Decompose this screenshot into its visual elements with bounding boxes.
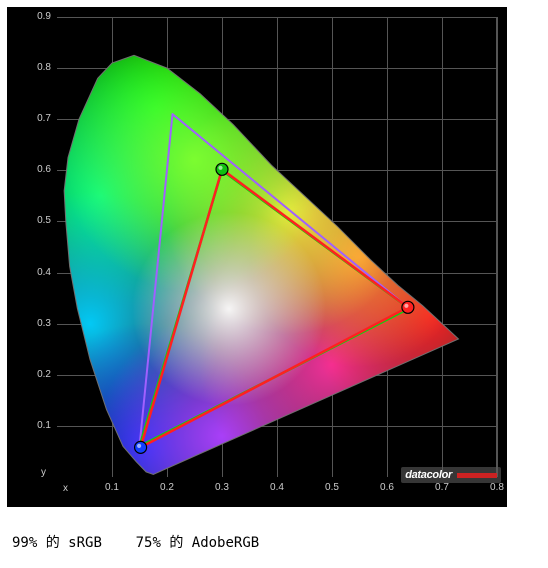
caption: 99% 的 sRGB 75% 的 AdobeRGB xyxy=(12,532,512,552)
datacolor-watermark: datacolor xyxy=(401,467,501,483)
argb-label: 的 AdobeRGB xyxy=(169,535,259,551)
y-tick-label: 0.3 xyxy=(27,319,51,329)
y-tick-label: 0.7 xyxy=(27,114,51,124)
y-tick-label: 0.4 xyxy=(27,268,51,278)
x-tick-label: 0.4 xyxy=(265,483,289,493)
chromaticity-chart: y x datacolor 0.1 0.2 0.3 0.4 0.5 0.6 0.7 0.8 0.… xyxy=(7,7,507,507)
y-tick-label: 0.6 xyxy=(27,165,51,175)
y-axis-label: y xyxy=(41,467,46,478)
y-tick-label: 0.9 xyxy=(27,12,51,22)
watermark-text: datacolor xyxy=(405,469,452,481)
y-tick-label: 0.1 xyxy=(27,421,51,431)
argb-pct: 75% xyxy=(136,535,161,551)
x-tick-label: 0.8 xyxy=(485,483,509,493)
x-tick-label: 0.3 xyxy=(210,483,234,493)
srgb-label: 的 sRGB xyxy=(46,535,102,551)
x-tick-label: 0.1 xyxy=(100,483,124,493)
y-tick-label: 0.5 xyxy=(27,216,51,226)
y-tick-label: 0.2 xyxy=(27,370,51,380)
x-tick-label: 0.7 xyxy=(430,483,454,493)
y-tick-label: 0.8 xyxy=(27,63,51,73)
gamut-svg xyxy=(7,7,507,507)
x-tick-label: 0.5 xyxy=(320,483,344,493)
x-tick-label: 0.2 xyxy=(155,483,179,493)
x-tick-label: 0.6 xyxy=(375,483,399,493)
watermark-bar xyxy=(457,473,497,478)
x-axis-label: x xyxy=(63,483,68,494)
srgb-pct: 99% xyxy=(12,535,37,551)
